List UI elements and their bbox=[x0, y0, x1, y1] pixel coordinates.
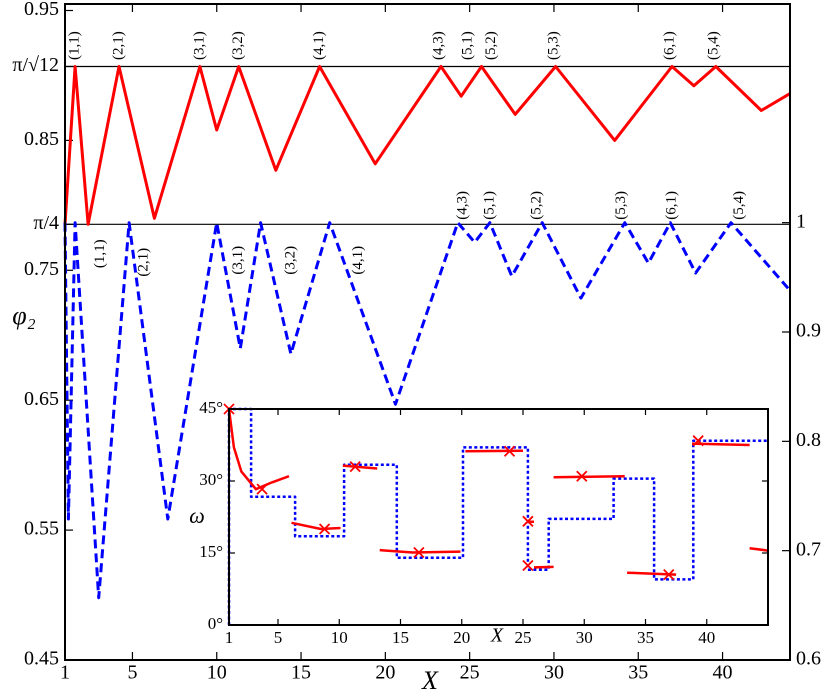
y-tick-label: π/√12 bbox=[12, 54, 59, 76]
y2-tick-label: 1 bbox=[796, 210, 806, 232]
x-tick-label: 5 bbox=[274, 628, 283, 647]
annotation: (1,1) bbox=[92, 239, 108, 268]
y2-tick-label: 0.7 bbox=[796, 538, 821, 560]
x-tick-label: 10 bbox=[331, 628, 348, 647]
y-tick-label: 45° bbox=[199, 398, 223, 417]
annotation: (6,1) bbox=[662, 31, 678, 60]
x-tick-label: 40 bbox=[698, 628, 715, 647]
x-tick-label: 15 bbox=[392, 628, 409, 647]
x-tick-label: 30 bbox=[544, 662, 564, 684]
annotation: (5,2) bbox=[483, 31, 499, 60]
x-tick-label: 35 bbox=[637, 628, 654, 647]
y-tick-label: 0.65 bbox=[24, 388, 59, 410]
y-tick-label: 30° bbox=[199, 470, 223, 489]
annotation: (3,1) bbox=[230, 246, 246, 275]
series-line bbox=[227, 408, 769, 576]
marker bbox=[318, 523, 331, 535]
annotation: (6,1) bbox=[663, 191, 679, 220]
marker bbox=[663, 568, 675, 581]
annotation: (3,1) bbox=[191, 31, 207, 60]
annotation: (4,1) bbox=[350, 246, 366, 275]
plot-frame bbox=[228, 408, 769, 626]
x-tick-label: 10 bbox=[207, 662, 227, 684]
annotation: (4,3) bbox=[454, 191, 470, 220]
marker bbox=[692, 435, 704, 447]
annotation: (5,1) bbox=[459, 31, 475, 60]
marker bbox=[256, 483, 268, 495]
y-tick-label: π/4 bbox=[33, 212, 59, 234]
annotation: (5,3) bbox=[613, 191, 629, 220]
series-line bbox=[63, 221, 792, 600]
x-axis-label: X bbox=[490, 625, 504, 647]
x-tick-label: 20 bbox=[453, 628, 470, 647]
annotation: (5,2) bbox=[529, 191, 545, 220]
x-tick-label: 1 bbox=[60, 662, 70, 684]
marker bbox=[503, 445, 516, 457]
y-axis-label: φ₂ bbox=[12, 301, 35, 330]
annotation: (2,1) bbox=[110, 31, 126, 60]
x-tick-label: 25 bbox=[460, 662, 480, 684]
plot-frame bbox=[64, 3, 791, 661]
x-tick-label: 40 bbox=[713, 662, 733, 684]
annotation: (5,1) bbox=[481, 191, 497, 220]
x-tick-label: 5 bbox=[127, 662, 137, 684]
x-axis-label: X bbox=[421, 666, 439, 693]
annotation: (2,1) bbox=[136, 248, 152, 277]
y-tick-label: 0.85 bbox=[24, 128, 59, 150]
y-tick-label: 15° bbox=[199, 542, 223, 561]
annotation: (5,4) bbox=[706, 31, 722, 60]
y-tick-label: 0.95 bbox=[24, 0, 59, 20]
x-tick-label: 1 bbox=[225, 628, 234, 647]
marker bbox=[522, 559, 534, 572]
marker bbox=[413, 546, 425, 559]
x-tick-label: 35 bbox=[628, 662, 648, 684]
x-tick-label: 20 bbox=[375, 662, 395, 684]
marker bbox=[522, 515, 534, 527]
y2-tick-label: 0.8 bbox=[796, 429, 821, 451]
x-tick-label: 30 bbox=[576, 628, 593, 647]
annotation: (4,1) bbox=[311, 31, 327, 60]
x-tick-label: 15 bbox=[291, 662, 311, 684]
x-tick-label: 25 bbox=[515, 628, 532, 647]
y-tick-label: 0.55 bbox=[24, 518, 59, 540]
y-tick-label: 0.75 bbox=[24, 258, 59, 280]
series-line bbox=[63, 65, 791, 226]
y2-tick-label: 0.9 bbox=[796, 320, 821, 342]
y-tick-label: 0.45 bbox=[24, 648, 59, 670]
annotation: (1,1) bbox=[67, 31, 83, 60]
y2-tick-label: 0.6 bbox=[796, 648, 821, 670]
annotation: (3,2) bbox=[282, 246, 298, 275]
annotation: (4,3) bbox=[431, 31, 447, 60]
y-tick-label: 0° bbox=[208, 614, 223, 633]
marker bbox=[576, 470, 588, 482]
inset-background bbox=[229, 409, 768, 625]
annotation: (5,4) bbox=[731, 191, 747, 220]
annotation: (3,2) bbox=[230, 31, 246, 60]
marker bbox=[349, 460, 361, 473]
y-axis-label: ω bbox=[189, 503, 205, 528]
annotation: (5,3) bbox=[545, 31, 561, 60]
